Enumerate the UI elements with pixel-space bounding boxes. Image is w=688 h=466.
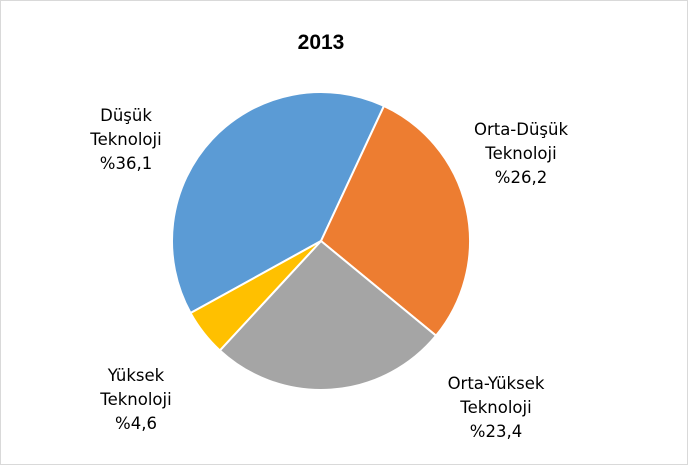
slice-orta-yuksek: [218, 239, 438, 391]
slice-label-yuksek: Yüksek Teknoloji %4,6: [71, 364, 201, 436]
slice-label-orta-dusuk: Orta-Düşük Teknoloji %26,2: [456, 118, 586, 190]
slice-label-line: Düşük: [100, 106, 152, 125]
slice-orta-dusuk: [319, 104, 471, 338]
slice-label-line: Teknoloji: [460, 398, 532, 417]
chart-title: 2013: [297, 31, 345, 54]
slice-label-line: Teknoloji: [485, 144, 557, 163]
slice-label-value: %23,4: [469, 422, 523, 441]
slice-label-value: %36,1: [99, 154, 153, 173]
slice-label-line: Teknoloji: [100, 390, 172, 409]
slice-label-line: Orta-Düşük: [473, 120, 569, 139]
slice-dusuk: [171, 91, 386, 315]
slice-label-line: Teknoloji: [90, 130, 162, 149]
pie-slices: [171, 91, 471, 391]
slice-label-line: Yüksek: [107, 366, 165, 385]
slice-label-value: %4,6: [115, 414, 157, 433]
slice-label-value: %26,2: [494, 168, 548, 187]
slice-label-line: Orta-Yüksek: [447, 374, 545, 393]
slice-yuksek: [189, 240, 322, 352]
slice-label-dusuk: Düşük Teknoloji %36,1: [61, 104, 191, 176]
slice-label-orta-yuksek: Orta-Yüksek Teknoloji %23,4: [426, 372, 566, 444]
